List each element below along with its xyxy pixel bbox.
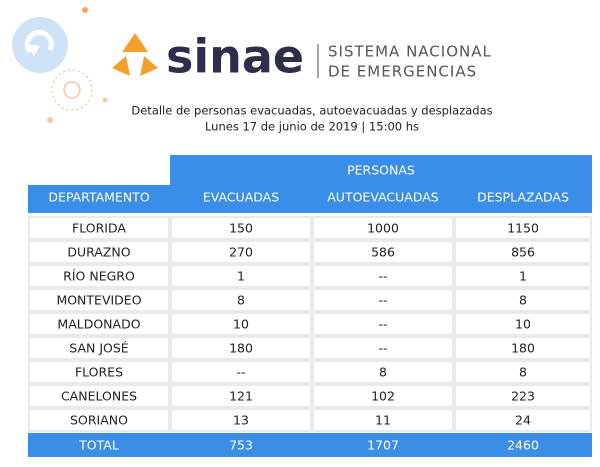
cell-border [28, 240, 170, 264]
cell-border [312, 264, 454, 288]
cell-border [170, 408, 312, 432]
cell: MONTEVIDEO [56, 293, 141, 308]
cell-border [170, 264, 312, 288]
cell-border [454, 288, 592, 312]
cell: 1000 [367, 221, 399, 236]
total-cell: 753 [229, 438, 253, 453]
header-band [28, 185, 592, 213]
cell: 8 [379, 365, 387, 380]
cell-border [170, 216, 312, 240]
cell: -- [378, 317, 387, 332]
cell-border [312, 408, 454, 432]
cell-border [454, 312, 592, 336]
column-header: AUTOEVACUADAS [327, 190, 439, 205]
cell-border [28, 264, 170, 288]
logo-icon [112, 33, 158, 76]
decoration [12, 7, 108, 123]
cell: 856 [511, 245, 535, 260]
cell-border [170, 384, 312, 408]
cell: 180 [511, 341, 535, 356]
cell-border [454, 360, 592, 384]
cell: 150 [229, 221, 253, 236]
cell-border [28, 408, 170, 432]
cell: -- [378, 341, 387, 356]
total-cell: TOTAL [78, 438, 119, 453]
cell-border [28, 312, 170, 336]
cell: 24 [515, 413, 531, 428]
cell: DURAZNO [67, 245, 130, 260]
cell: -- [378, 293, 387, 308]
cell-border [312, 360, 454, 384]
cell: 1 [519, 269, 527, 284]
total-cell: 2460 [507, 438, 539, 453]
group-header: PERSONAS [347, 163, 415, 178]
cell-border [454, 216, 592, 240]
cell-border [28, 288, 170, 312]
cell: -- [378, 269, 387, 284]
cell-border [170, 360, 312, 384]
cell-border [312, 240, 454, 264]
cell-border [28, 216, 170, 240]
cell: MALDONADO [57, 317, 140, 332]
subtitle: Lunes 17 de junio de 2019 | 15:00 hs [205, 120, 419, 134]
cell-border [28, 336, 170, 360]
cell-border [454, 408, 592, 432]
cell: SAN JOSÉ [69, 341, 129, 356]
cell: -- [236, 365, 245, 380]
column-header: DESPLAZADAS [477, 190, 569, 205]
cell-border [312, 384, 454, 408]
cell-border [312, 336, 454, 360]
cell: 121 [229, 389, 253, 404]
cell: 180 [229, 341, 253, 356]
cell-border [312, 288, 454, 312]
cell-border [28, 384, 170, 408]
cell-border [312, 312, 454, 336]
cell-border [170, 288, 312, 312]
cell: 1150 [507, 221, 539, 236]
column-header: DEPARTAMENTO [48, 190, 149, 205]
subtitle: Detalle de personas evacuadas, autoevacu… [131, 104, 492, 118]
total-band [28, 433, 592, 457]
cell: 8 [519, 365, 527, 380]
cell-border [312, 216, 454, 240]
org-name: DE EMERGENCIAS [328, 63, 477, 81]
cell-border [170, 240, 312, 264]
cell: 11 [375, 413, 391, 428]
logo-text: sinae [166, 30, 304, 84]
cell-border [170, 312, 312, 336]
cell: CANELONES [61, 389, 137, 404]
cell-border [170, 336, 312, 360]
column-header: EVACUADAS [203, 190, 279, 205]
cell: FLORES [75, 365, 123, 380]
header-band [170, 155, 592, 185]
cell: 586 [371, 245, 395, 260]
cell-border [454, 384, 592, 408]
cell: 10 [515, 317, 531, 332]
cell-border [454, 336, 592, 360]
cell: 1 [237, 269, 245, 284]
cell: 13 [233, 413, 249, 428]
cell: 223 [511, 389, 535, 404]
cell: 8 [237, 293, 245, 308]
cell: 102 [371, 389, 395, 404]
cell-border [28, 360, 170, 384]
cell: 8 [519, 293, 527, 308]
cell: SORIANO [70, 413, 128, 428]
table: DEPARTAMENTO EVACUADAS AUTOEVACUADAS DESPLA… [28, 190, 592, 457]
cell: 10 [233, 317, 249, 332]
cell: FLORIDA [72, 221, 126, 236]
cell-border [454, 264, 592, 288]
cell: 270 [229, 245, 253, 260]
cell-border [454, 240, 592, 264]
org-name: SISTEMA NACIONAL [328, 43, 492, 61]
total-cell: 1707 [367, 438, 399, 453]
cell: RÍO NEGRO [63, 269, 135, 284]
